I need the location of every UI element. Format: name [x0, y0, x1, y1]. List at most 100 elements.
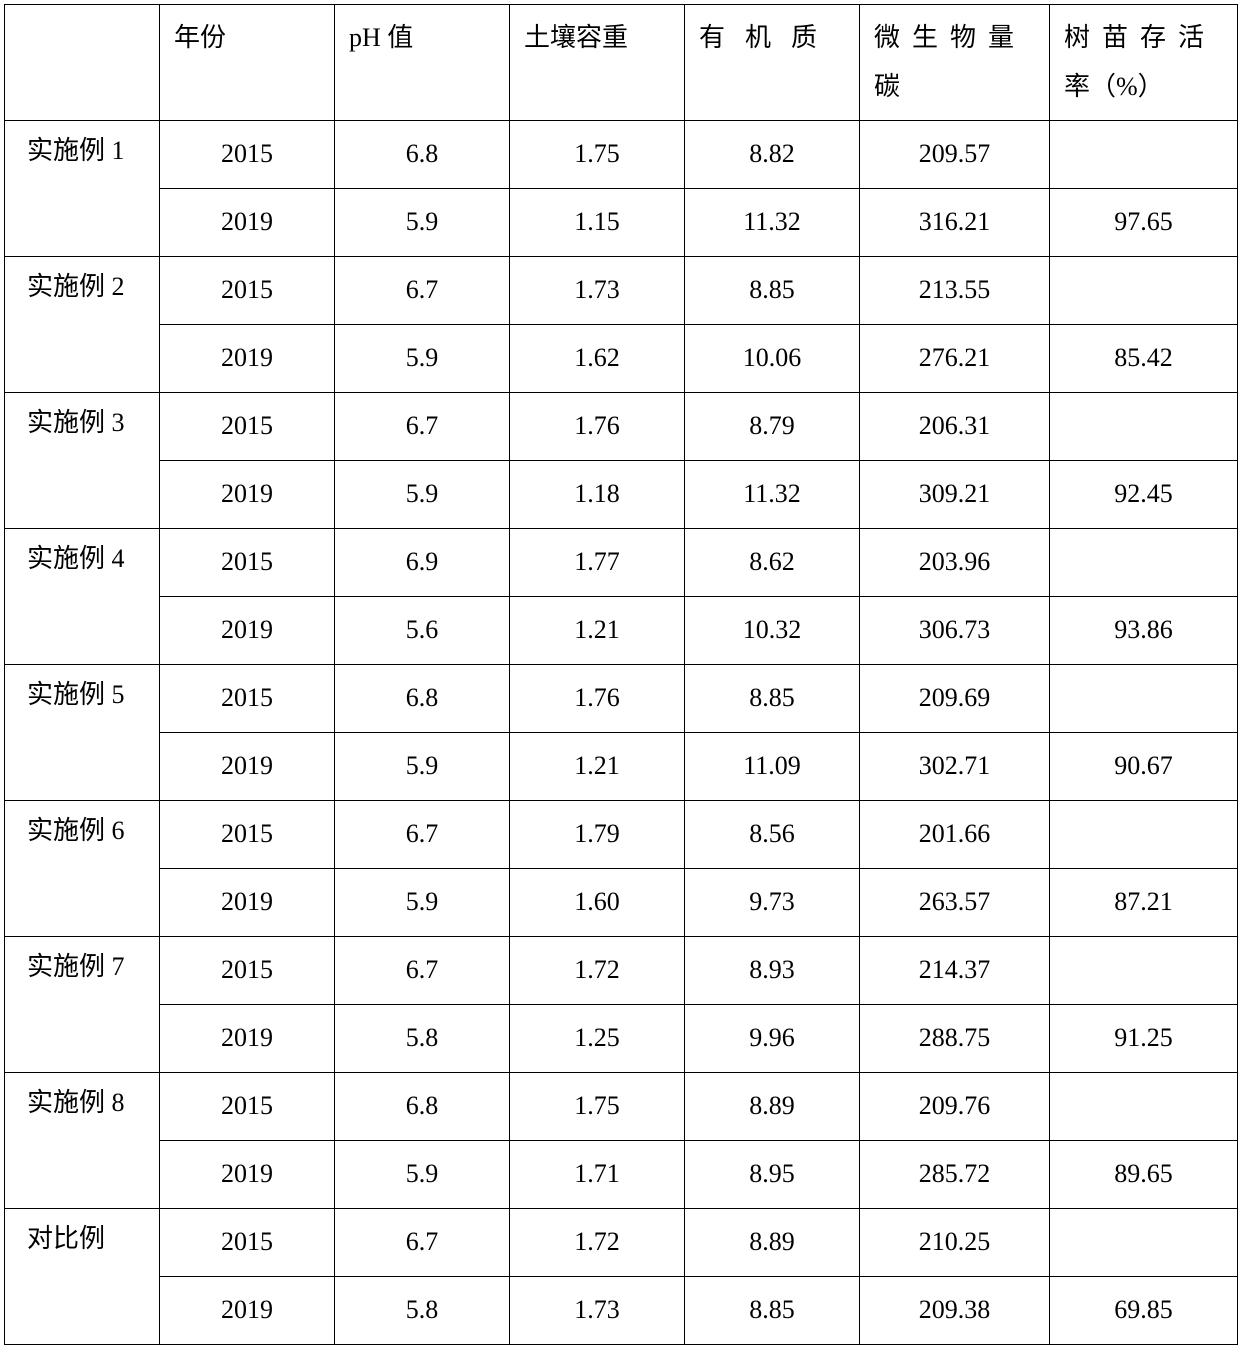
row-label: 实施例 1 [5, 120, 160, 256]
cell-ph: 6.7 [335, 1208, 510, 1276]
cell-mbc: 209.38 [860, 1276, 1050, 1344]
table-row: 实施例 720156.71.728.93214.37 [5, 936, 1238, 1004]
cell-bulk: 1.21 [510, 732, 685, 800]
cell-organic: 8.89 [685, 1208, 860, 1276]
header-blank [5, 5, 160, 121]
cell-survival [1050, 256, 1238, 324]
cell-organic: 8.93 [685, 936, 860, 1004]
cell-survival: 89.65 [1050, 1140, 1238, 1208]
cell-organic: 8.89 [685, 1072, 860, 1140]
header-organic-matter: 有机质 [685, 5, 860, 121]
cell-bulk: 1.72 [510, 936, 685, 1004]
row-label: 实施例 8 [5, 1072, 160, 1208]
cell-organic: 11.32 [685, 460, 860, 528]
cell-ph: 6.7 [335, 936, 510, 1004]
cell-year: 2019 [160, 188, 335, 256]
header-microbial-carbon: 微生物量 碳 [860, 5, 1050, 121]
cell-survival [1050, 392, 1238, 460]
cell-bulk: 1.73 [510, 1276, 685, 1344]
cell-survival: 87.21 [1050, 868, 1238, 936]
cell-ph: 5.8 [335, 1004, 510, 1072]
cell-ph: 6.8 [335, 120, 510, 188]
table-row: 20195.91.1511.32316.2197.65 [5, 188, 1238, 256]
table-row: 实施例 220156.71.738.85213.55 [5, 256, 1238, 324]
cell-survival [1050, 528, 1238, 596]
cell-mbc: 209.57 [860, 120, 1050, 188]
cell-year: 2015 [160, 392, 335, 460]
cell-survival: 97.65 [1050, 188, 1238, 256]
cell-mbc: 285.72 [860, 1140, 1050, 1208]
cell-bulk: 1.79 [510, 800, 685, 868]
cell-mbc: 213.55 [860, 256, 1050, 324]
cell-organic: 8.56 [685, 800, 860, 868]
cell-survival [1050, 800, 1238, 868]
table-row: 20195.91.6210.06276.2185.42 [5, 324, 1238, 392]
cell-ph: 6.8 [335, 664, 510, 732]
table-row: 20195.91.2111.09302.7190.67 [5, 732, 1238, 800]
cell-organic: 10.06 [685, 324, 860, 392]
cell-bulk: 1.60 [510, 868, 685, 936]
cell-mbc: 210.25 [860, 1208, 1050, 1276]
cell-year: 2015 [160, 1208, 335, 1276]
cell-year: 2015 [160, 800, 335, 868]
cell-ph: 5.9 [335, 1140, 510, 1208]
cell-organic: 8.85 [685, 256, 860, 324]
cell-survival: 91.25 [1050, 1004, 1238, 1072]
cell-bulk: 1.75 [510, 120, 685, 188]
cell-bulk: 1.73 [510, 256, 685, 324]
cell-bulk: 1.15 [510, 188, 685, 256]
cell-year: 2019 [160, 460, 335, 528]
cell-mbc: 203.96 [860, 528, 1050, 596]
cell-year: 2015 [160, 1072, 335, 1140]
table-row: 实施例 620156.71.798.56201.66 [5, 800, 1238, 868]
cell-bulk: 1.76 [510, 392, 685, 460]
cell-organic: 8.85 [685, 664, 860, 732]
table-row: 20195.91.1811.32309.2192.45 [5, 460, 1238, 528]
cell-ph: 6.9 [335, 528, 510, 596]
cell-survival [1050, 1072, 1238, 1140]
row-label: 对比例 [5, 1208, 160, 1344]
cell-year: 2019 [160, 1004, 335, 1072]
cell-mbc: 276.21 [860, 324, 1050, 392]
cell-ph: 5.6 [335, 596, 510, 664]
table-body: 年份 pH 值 土壤容重 有机质 微生物量 碳 树苗存活 率（%） 实施例 12… [5, 5, 1238, 1345]
cell-mbc: 263.57 [860, 868, 1050, 936]
cell-survival [1050, 1208, 1238, 1276]
row-label: 实施例 4 [5, 528, 160, 664]
cell-survival: 93.86 [1050, 596, 1238, 664]
cell-organic: 9.96 [685, 1004, 860, 1072]
table-row: 20195.91.718.95285.7289.65 [5, 1140, 1238, 1208]
header-year: 年份 [160, 5, 335, 121]
cell-ph: 5.9 [335, 460, 510, 528]
cell-bulk: 1.76 [510, 664, 685, 732]
cell-ph: 5.9 [335, 324, 510, 392]
cell-mbc: 316.21 [860, 188, 1050, 256]
cell-organic: 11.32 [685, 188, 860, 256]
cell-bulk: 1.72 [510, 1208, 685, 1276]
cell-year: 2019 [160, 1276, 335, 1344]
header-ph: pH 值 [335, 5, 510, 121]
cell-ph: 6.7 [335, 392, 510, 460]
table-row: 实施例 820156.81.758.89209.76 [5, 1072, 1238, 1140]
cell-organic: 8.95 [685, 1140, 860, 1208]
table-row: 实施例 120156.81.758.82209.57 [5, 120, 1238, 188]
cell-survival: 85.42 [1050, 324, 1238, 392]
cell-mbc: 309.21 [860, 460, 1050, 528]
table-row: 实施例 420156.91.778.62203.96 [5, 528, 1238, 596]
cell-mbc: 306.73 [860, 596, 1050, 664]
table-row: 实施例 520156.81.768.85209.69 [5, 664, 1238, 732]
cell-bulk: 1.18 [510, 460, 685, 528]
cell-organic: 8.85 [685, 1276, 860, 1344]
cell-organic: 8.62 [685, 528, 860, 596]
cell-ph: 5.9 [335, 188, 510, 256]
cell-year: 2015 [160, 120, 335, 188]
row-label: 实施例 5 [5, 664, 160, 800]
data-table: 年份 pH 值 土壤容重 有机质 微生物量 碳 树苗存活 率（%） 实施例 12… [4, 4, 1238, 1345]
cell-survival: 69.85 [1050, 1276, 1238, 1344]
row-label: 实施例 6 [5, 800, 160, 936]
cell-mbc: 209.69 [860, 664, 1050, 732]
header-survival-rate: 树苗存活 率（%） [1050, 5, 1238, 121]
cell-organic: 8.79 [685, 392, 860, 460]
cell-ph: 6.7 [335, 800, 510, 868]
cell-mbc: 302.71 [860, 732, 1050, 800]
